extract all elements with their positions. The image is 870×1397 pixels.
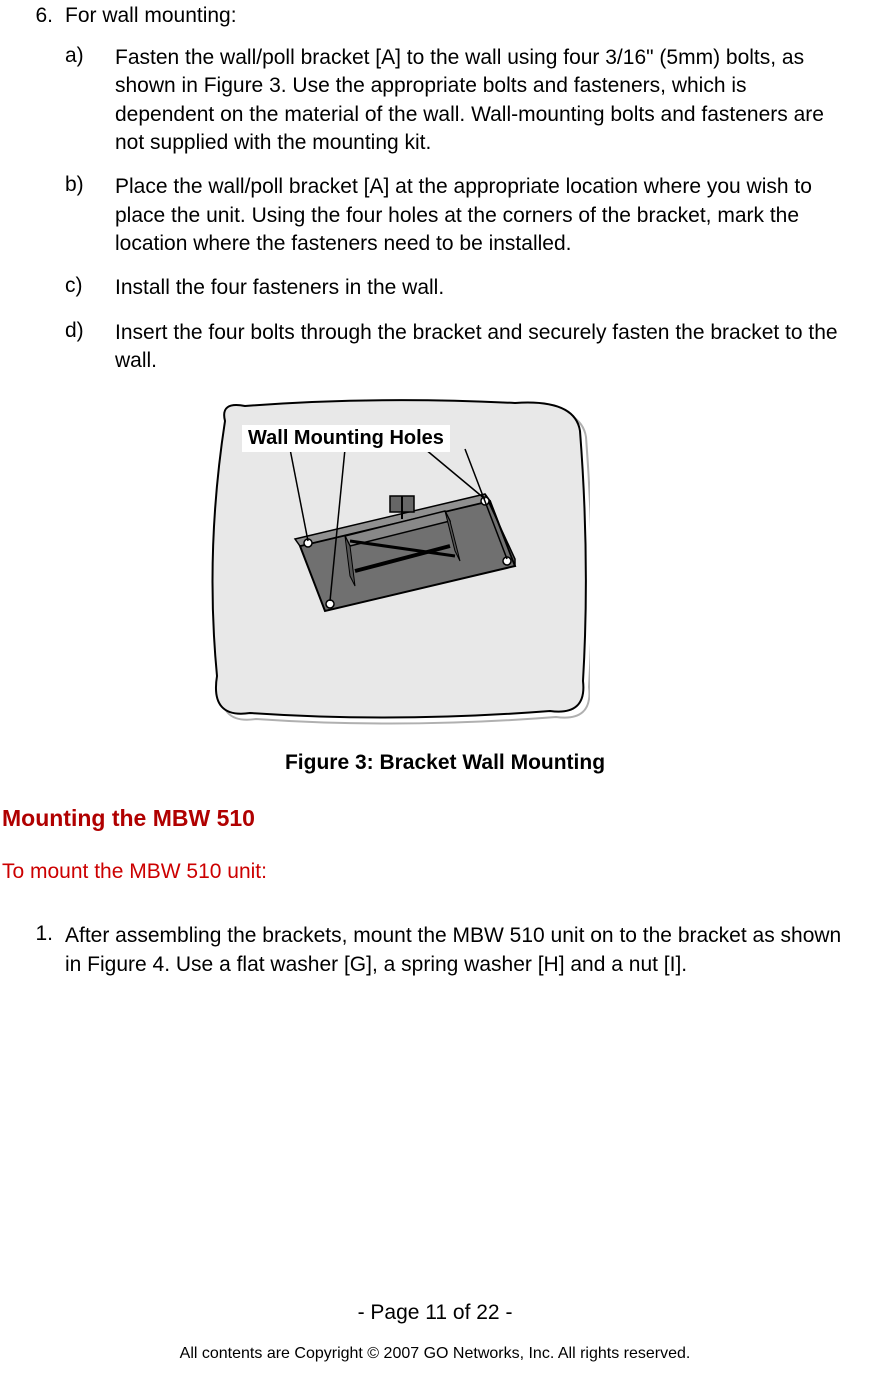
sub-text: Place the wall/poll bracket [A] at the a…: [115, 173, 860, 258]
section-heading: Mounting the MBW 510: [2, 805, 860, 832]
sub-heading: To mount the MBW 510 unit:: [2, 860, 860, 884]
step-1: 1. After assembling the brackets, mount …: [0, 922, 860, 979]
sub-letter: b): [65, 173, 115, 197]
sub-item-a: a) Fasten the wall/poll bracket [A] to t…: [65, 44, 860, 157]
sub-text: Fasten the wall/poll bracket [A] to the …: [115, 44, 860, 157]
step-text: After assembling the brackets, mount the…: [65, 922, 860, 979]
sub-text: Insert the four bolts through the bracke…: [115, 319, 860, 376]
copyright: All contents are Copyright © 2007 GO Net…: [0, 1345, 870, 1363]
sub-letter: c): [65, 274, 115, 298]
sub-item-b: b) Place the wall/poll bracket [A] at th…: [65, 173, 860, 258]
page-number: - Page 11 of 22 -: [0, 1301, 870, 1325]
step-6: 6. For wall mounting:: [0, 4, 860, 28]
footer: - Page 11 of 22 - All contents are Copyr…: [0, 1301, 870, 1363]
figure-3: Wall Mounting Holes: [195, 391, 590, 731]
sub-item-c: c) Install the four fasteners in the wal…: [65, 274, 860, 302]
sub-letter: a): [65, 44, 115, 68]
sub-item-d: d) Insert the four bolts through the bra…: [65, 319, 860, 376]
step-number: 1.: [0, 922, 65, 946]
sub-letter: d): [65, 319, 115, 343]
sub-list: a) Fasten the wall/poll bracket [A] to t…: [65, 44, 860, 375]
figure-caption: Figure 3: Bracket Wall Mounting: [30, 751, 860, 775]
sub-text: Install the four fasteners in the wall.: [115, 274, 860, 302]
step-text: For wall mounting:: [65, 4, 860, 28]
step-number: 6.: [0, 4, 65, 28]
figure-label: Wall Mounting Holes: [242, 425, 450, 452]
